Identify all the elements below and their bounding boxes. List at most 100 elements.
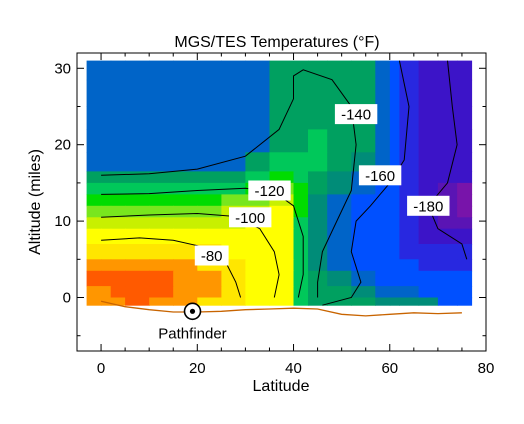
heatmap-cell bbox=[351, 259, 376, 272]
heatmap-cell bbox=[245, 286, 271, 299]
heatmap-cell bbox=[101, 270, 112, 287]
heatmap-cell bbox=[375, 259, 391, 272]
heatmap-cell bbox=[375, 286, 391, 299]
heatmap-cell bbox=[308, 129, 328, 153]
heatmap-cells bbox=[86, 60, 473, 306]
heatmap-cell bbox=[293, 217, 309, 230]
contour-line bbox=[322, 60, 410, 306]
heatmap-cell bbox=[327, 60, 352, 81]
x-tick-label: 0 bbox=[97, 360, 105, 377]
y-axis-title: Altitude (miles) bbox=[27, 149, 44, 255]
heatmap-cell bbox=[173, 194, 198, 207]
contour-label: -180 bbox=[413, 198, 443, 215]
heatmap-cell bbox=[293, 228, 309, 245]
heatmap-cell bbox=[197, 270, 222, 287]
heatmap-cell bbox=[110, 129, 126, 153]
heatmap-cell bbox=[418, 297, 439, 306]
heatmap-cell bbox=[197, 60, 222, 81]
y-tick-label: 20 bbox=[54, 137, 71, 154]
heatmap-cell bbox=[269, 228, 295, 245]
heatmap-cell bbox=[293, 182, 309, 195]
heatmap-cell bbox=[86, 217, 102, 230]
heatmap-cell bbox=[86, 286, 102, 299]
heatmap-cell bbox=[389, 228, 400, 245]
heatmap-cell bbox=[221, 194, 247, 207]
heatmap-cell bbox=[399, 286, 420, 299]
heatmap-cell bbox=[149, 259, 174, 272]
heatmap-cell bbox=[327, 228, 352, 245]
surface-profile-line bbox=[100, 300, 462, 317]
heatmap-cell bbox=[269, 106, 295, 130]
heatmap-cell bbox=[86, 182, 102, 195]
heatmap-cell bbox=[86, 259, 102, 272]
heatmap-cell bbox=[245, 171, 271, 184]
heatmap-cell bbox=[418, 217, 439, 230]
heatmap-cell bbox=[327, 297, 352, 306]
heatmap-cell bbox=[149, 129, 174, 153]
heatmap-cell bbox=[101, 228, 112, 245]
heatmap-cell bbox=[293, 129, 309, 153]
chart-title: MGS/TES Temperatures (°F) bbox=[174, 34, 379, 51]
heatmap-cell bbox=[351, 129, 376, 153]
heatmap-cell bbox=[293, 286, 309, 299]
heatmap-cell bbox=[197, 171, 222, 184]
heatmap-cell bbox=[125, 182, 150, 195]
heatmap-cell bbox=[293, 171, 309, 184]
heatmap-cell bbox=[418, 244, 439, 260]
heatmap-cell bbox=[101, 60, 112, 81]
heatmap-cell bbox=[125, 60, 150, 81]
heatmap-cell bbox=[457, 171, 473, 184]
heatmap-cell bbox=[293, 205, 309, 218]
heatmap-cell bbox=[110, 106, 126, 130]
heatmap-cell bbox=[399, 259, 420, 272]
contour-label: -80 bbox=[201, 248, 223, 265]
heatmap-cell bbox=[149, 205, 174, 218]
heatmap-cell bbox=[110, 244, 126, 260]
heatmap-cell bbox=[399, 129, 420, 153]
heatmap-cell bbox=[149, 106, 174, 130]
heatmap-cell bbox=[173, 152, 198, 172]
heatmap-cell bbox=[221, 129, 247, 153]
heatmap-cell bbox=[86, 152, 102, 172]
heatmap-cell bbox=[437, 297, 458, 306]
heatmap-cell bbox=[418, 60, 439, 81]
heatmap-cell bbox=[86, 79, 102, 107]
heatmap-cell bbox=[327, 286, 352, 299]
heatmap-cell bbox=[308, 106, 328, 130]
heatmap-cell bbox=[437, 152, 458, 172]
contour-line bbox=[101, 69, 357, 298]
heatmap-cell bbox=[149, 171, 174, 184]
heatmap-cell bbox=[308, 244, 328, 260]
contour-label-box bbox=[358, 165, 402, 186]
heatmap-cell bbox=[110, 228, 126, 245]
heatmap-cell bbox=[389, 217, 400, 230]
y-tick-label: 30 bbox=[54, 60, 71, 77]
heatmap-cell bbox=[197, 182, 222, 195]
heatmap-cell bbox=[399, 217, 420, 230]
contour-label: -160 bbox=[365, 168, 395, 185]
heatmap-cell bbox=[437, 171, 458, 184]
heatmap-cell bbox=[173, 228, 198, 245]
heatmap-cell bbox=[293, 297, 309, 306]
heatmap-cell bbox=[245, 152, 271, 172]
heatmap-cell bbox=[457, 270, 473, 287]
heatmap-cell bbox=[125, 194, 150, 207]
heatmap-cell bbox=[351, 228, 376, 245]
heatmap-cell bbox=[389, 244, 400, 260]
heatmap-cell bbox=[110, 171, 126, 184]
heatmap-cell bbox=[351, 244, 376, 260]
contour-label: -100 bbox=[235, 210, 265, 227]
heatmap-cell bbox=[221, 106, 247, 130]
heatmap-cell bbox=[101, 152, 112, 172]
heatmap-cell bbox=[173, 270, 198, 287]
contour-label-box bbox=[334, 104, 378, 125]
heatmap-cell bbox=[437, 129, 458, 153]
site-marker-dot bbox=[189, 308, 196, 314]
heatmap-cell bbox=[245, 228, 271, 245]
x-tick-label: 40 bbox=[285, 360, 302, 377]
heatmap-cell bbox=[351, 205, 376, 218]
contour-label-box bbox=[248, 180, 291, 201]
heatmap-cell bbox=[149, 297, 174, 306]
heatmap-cell bbox=[308, 152, 328, 172]
